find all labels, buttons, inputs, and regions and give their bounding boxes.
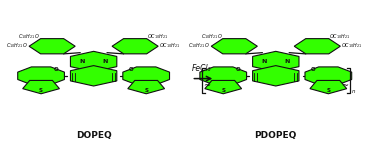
Text: $OC_{10}H_{21}$: $OC_{10}H_{21}$ [342,41,363,50]
Polygon shape [123,67,170,85]
Polygon shape [310,81,347,94]
Polygon shape [253,51,299,72]
Polygon shape [22,81,60,94]
Text: S: S [221,88,225,93]
Polygon shape [112,39,158,54]
Polygon shape [205,81,242,94]
Polygon shape [70,51,117,72]
Text: O: O [129,66,133,72]
Polygon shape [253,66,299,86]
Text: O: O [236,66,241,72]
Text: $C_{10}H_{21}O$: $C_{10}H_{21}O$ [6,41,28,50]
Text: $C_{10}H_{21}O$: $C_{10}H_{21}O$ [201,32,222,41]
Text: $C_{10}H_{21}O$: $C_{10}H_{21}O$ [18,32,40,41]
Text: S: S [144,88,148,93]
Text: N: N [80,59,85,64]
Text: $C_{10}H_{21}O$: $C_{10}H_{21}O$ [188,41,210,50]
Text: N: N [102,59,108,64]
Polygon shape [18,67,64,85]
Polygon shape [211,39,257,54]
Polygon shape [70,66,117,86]
Text: ~: ~ [203,81,210,90]
Text: N: N [262,59,267,64]
Text: DOPEQ: DOPEQ [76,131,111,140]
Text: FeCl₃: FeCl₃ [192,64,211,73]
Text: N: N [284,59,290,64]
Text: O: O [54,66,58,72]
Text: O: O [311,66,315,72]
Text: S: S [326,88,330,93]
Polygon shape [128,81,165,94]
Polygon shape [305,67,352,85]
Text: ~: ~ [341,81,348,90]
Polygon shape [29,39,75,54]
Text: n: n [352,89,356,94]
Text: $OC_{10}H_{21}$: $OC_{10}H_{21}$ [159,41,181,50]
Polygon shape [294,39,340,54]
Polygon shape [200,67,247,85]
Text: PDOPEQ: PDOPEQ [255,131,297,140]
Text: S: S [39,88,43,93]
Text: $OC_{10}H_{21}$: $OC_{10}H_{21}$ [147,32,168,41]
Text: $OC_{10}H_{21}$: $OC_{10}H_{21}$ [329,32,351,41]
